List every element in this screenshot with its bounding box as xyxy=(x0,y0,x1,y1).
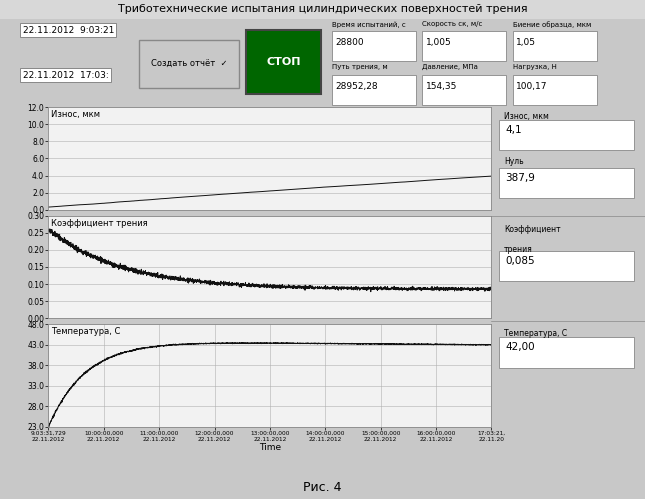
Text: 22.11.2012  17:03:: 22.11.2012 17:03: xyxy=(23,70,108,80)
Text: 28952,28: 28952,28 xyxy=(335,81,378,90)
FancyBboxPatch shape xyxy=(513,75,597,105)
Text: 42,00: 42,00 xyxy=(505,342,535,352)
Text: Биение образца, мкм: Биение образца, мкм xyxy=(513,21,591,28)
FancyBboxPatch shape xyxy=(499,168,634,198)
Text: Коэффициент: Коэффициент xyxy=(504,226,561,235)
Text: Износ, мкм: Износ, мкм xyxy=(504,112,549,121)
Text: Нагрузка, Н: Нагрузка, Н xyxy=(513,64,557,70)
Text: трения: трения xyxy=(504,245,533,253)
Text: 1,05: 1,05 xyxy=(516,37,536,46)
Text: Время испытаний, с: Время испытаний, с xyxy=(332,21,406,28)
Text: Рис. 4: Рис. 4 xyxy=(303,481,342,494)
Text: Износ, мкм: Износ, мкм xyxy=(50,110,99,119)
FancyBboxPatch shape xyxy=(332,75,416,105)
Text: 4,1: 4,1 xyxy=(505,125,522,135)
Text: Температура, С: Температура, С xyxy=(50,327,120,336)
FancyBboxPatch shape xyxy=(422,75,506,105)
Text: Создать отчёт  ✓: Создать отчёт ✓ xyxy=(151,59,227,68)
Text: 387,9: 387,9 xyxy=(505,173,535,183)
FancyBboxPatch shape xyxy=(513,31,597,61)
FancyBboxPatch shape xyxy=(139,40,239,88)
Text: 0,085: 0,085 xyxy=(505,256,535,266)
Text: 154,35: 154,35 xyxy=(426,81,457,90)
FancyBboxPatch shape xyxy=(499,251,634,281)
X-axis label: Time: Time xyxy=(259,443,281,452)
Text: 1,005: 1,005 xyxy=(426,37,452,46)
Text: 28800: 28800 xyxy=(335,37,364,46)
FancyBboxPatch shape xyxy=(499,337,634,368)
Text: Триботехнические испытания цилиндрических поверхностей трения: Триботехнические испытания цилиндрически… xyxy=(117,4,528,14)
Text: 100,17: 100,17 xyxy=(516,81,548,90)
Text: Давление, МПа: Давление, МПа xyxy=(422,64,479,70)
FancyBboxPatch shape xyxy=(499,120,634,150)
FancyBboxPatch shape xyxy=(422,31,506,61)
FancyBboxPatch shape xyxy=(246,30,321,94)
FancyBboxPatch shape xyxy=(332,31,416,61)
Text: Коэффициент трения: Коэффициент трения xyxy=(50,219,147,228)
Text: Нуль: Нуль xyxy=(504,157,523,166)
Text: Скорость ск, м/с: Скорость ск, м/с xyxy=(422,21,483,27)
Text: Путь трения, м: Путь трения, м xyxy=(332,64,388,70)
Text: Температура, С: Температура, С xyxy=(504,329,567,338)
Text: СТОП: СТОП xyxy=(266,57,301,67)
Text: 22.11.2012  9:03:21: 22.11.2012 9:03:21 xyxy=(23,25,114,34)
FancyBboxPatch shape xyxy=(0,0,645,19)
